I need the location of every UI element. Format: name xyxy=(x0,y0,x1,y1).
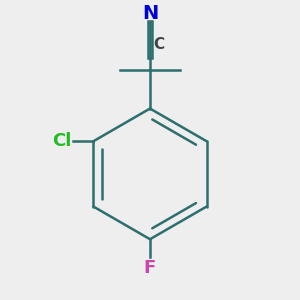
Text: F: F xyxy=(144,260,156,278)
Text: Cl: Cl xyxy=(52,132,71,150)
Text: C: C xyxy=(154,37,165,52)
Text: N: N xyxy=(142,4,158,23)
